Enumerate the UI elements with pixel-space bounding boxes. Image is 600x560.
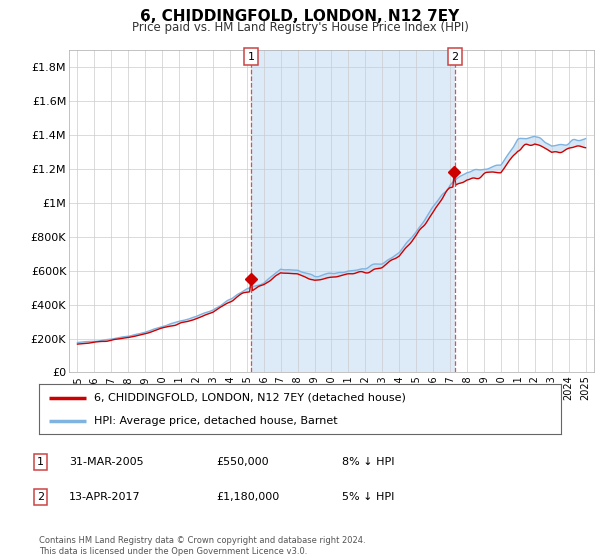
Text: 1: 1	[37, 457, 44, 467]
Bar	[251, 50, 455, 372]
Text: Price paid vs. HM Land Registry's House Price Index (HPI): Price paid vs. HM Land Registry's House …	[131, 21, 469, 34]
Text: 5% ↓ HPI: 5% ↓ HPI	[342, 492, 394, 502]
Text: 6, CHIDDINGFOLD, LONDON, N12 7EY (detached house): 6, CHIDDINGFOLD, LONDON, N12 7EY (detach…	[94, 393, 406, 403]
Text: HPI: Average price, detached house, Barnet: HPI: Average price, detached house, Barn…	[94, 417, 337, 426]
Text: Contains HM Land Registry data © Crown copyright and database right 2024.
This d: Contains HM Land Registry data © Crown c…	[39, 536, 365, 556]
Bar	[455, 50, 594, 372]
Text: £1,180,000: £1,180,000	[216, 492, 279, 502]
Text: 2: 2	[37, 492, 44, 502]
Bar	[69, 50, 251, 372]
Text: 13-APR-2017: 13-APR-2017	[69, 492, 140, 502]
Text: 31-MAR-2005: 31-MAR-2005	[69, 457, 143, 467]
Text: £550,000: £550,000	[216, 457, 269, 467]
Text: 6, CHIDDINGFOLD, LONDON, N12 7EY: 6, CHIDDINGFOLD, LONDON, N12 7EY	[140, 9, 460, 24]
Text: 1: 1	[248, 52, 254, 62]
Text: 2: 2	[451, 52, 458, 62]
Text: 8% ↓ HPI: 8% ↓ HPI	[342, 457, 395, 467]
